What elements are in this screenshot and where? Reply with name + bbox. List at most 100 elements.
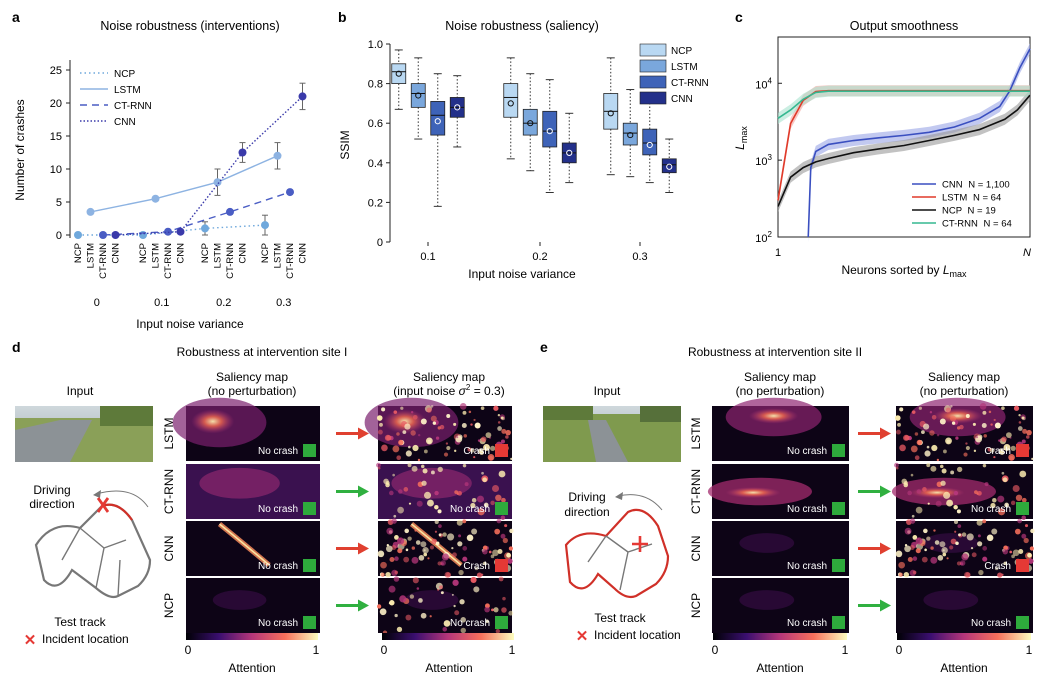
chart-b-box-cnn	[561, 112, 577, 184]
outcome-label: No crash	[971, 504, 1011, 515]
saliency-noise-speck	[1012, 549, 1020, 557]
chart-a-group-label: CNN	[111, 243, 122, 264]
chart-b-legend-label: NCP	[671, 46, 692, 57]
saliency-noise-speck	[430, 470, 435, 475]
chart-b-ytick-label: 1.0	[368, 39, 383, 51]
outcome-label: No crash	[450, 504, 490, 515]
saliency-noise-speck	[942, 549, 945, 552]
outcome-label: No crash	[258, 618, 298, 629]
chart-b-mean	[666, 163, 673, 170]
panel-d-incident-label: Incident location	[42, 632, 129, 646]
saliency-noise-speck	[497, 421, 501, 424]
saliency-noise-speck	[1031, 457, 1034, 461]
saliency-noise-speck	[921, 430, 925, 435]
model-label-cnn: CNN	[689, 536, 703, 562]
chart-c-line-ncp	[777, 94, 1031, 207]
saliency-noise-speck	[931, 444, 938, 452]
saliency-noise-speck	[945, 407, 951, 413]
model-label-lstm: LSTM	[162, 417, 176, 449]
panel-d-input-image	[15, 406, 153, 462]
outcome-badge	[1016, 444, 1029, 457]
saliency-noise-speck	[420, 541, 427, 548]
chart-a-x-categories: 0 0.1 0.2 0.3	[94, 297, 292, 309]
saliency-map-right	[891, 462, 1033, 521]
saliency-map-no-perturbation	[186, 464, 320, 519]
saliency-map-right	[896, 578, 1033, 633]
chart-b-box-body	[622, 122, 638, 146]
saliency-noise-speck	[1015, 494, 1023, 502]
saliency-noise-speck	[462, 410, 467, 415]
saliency-noise-speck	[392, 445, 400, 453]
saliency-noise-speck	[973, 449, 977, 453]
outcome-badge	[303, 559, 316, 572]
saliency-noise-speck	[982, 410, 987, 415]
outcome-label: No crash	[787, 618, 827, 629]
saliency-noise-speck	[405, 548, 409, 552]
chart-a-group-label: LSTM	[213, 243, 224, 268]
saliency-noise-speck	[959, 424, 964, 430]
chart-a-group-label: NCP	[138, 243, 149, 263]
chart-a-group-label: NCP	[73, 243, 84, 263]
saliency-noise-speck	[490, 554, 495, 559]
saliency-noise-speck	[904, 544, 908, 547]
chart-a-point-cnn	[111, 231, 120, 239]
saliency-noise-speck	[460, 627, 466, 634]
panel-d-sal-sub-2-post: = 0.3)	[470, 384, 504, 398]
saliency-noise-speck	[470, 502, 476, 509]
saliency-hotspot	[748, 408, 799, 424]
saliency-streak-core	[410, 523, 462, 566]
saliency-noise-speck	[1019, 470, 1027, 478]
saliency-noise-speck	[497, 549, 503, 555]
saliency-noise-speck	[1001, 471, 1005, 475]
saliency-noise-speck	[950, 405, 953, 408]
chart-c-frame	[777, 36, 1031, 238]
chart-a-line-lstm	[90, 155, 278, 213]
panel-e-cbar1-max: 1	[842, 643, 849, 657]
outcome-label: Crash	[463, 446, 490, 457]
saliency-noise-speck	[456, 435, 459, 439]
chart-a-point-cnn	[176, 227, 185, 236]
chart-b-category: 0.3	[632, 251, 647, 263]
chart-a-line-ct-rnn	[102, 191, 291, 236]
saliency-noise-speck	[1006, 432, 1012, 438]
chart-a-point-lstm	[213, 178, 222, 187]
saliency-noise-speck	[990, 502, 996, 509]
saliency-noise-speck	[500, 533, 506, 539]
chart-c-ylabel-var: L	[733, 143, 747, 150]
panel-e-direction-arrowhead	[615, 492, 623, 500]
saliency-noise-speck	[963, 452, 968, 457]
saliency-map-right	[895, 518, 1035, 578]
chart-b-box-cnn	[661, 138, 677, 193]
saliency-noise-speck	[1026, 429, 1032, 436]
green-arrowhead	[358, 485, 369, 498]
panel-d-letter: d	[12, 339, 21, 355]
panel-e-rows: LSTM No crash Crash CT-RNN No crash No crash C…	[689, 397, 1035, 633]
saliency-noise-speck	[951, 421, 956, 425]
chart-c-legend-label: CT-RNN N = 64	[942, 219, 1012, 230]
chart-b-box-ncp	[503, 57, 519, 160]
saliency-noise-speck	[385, 545, 393, 553]
panel-e-sal-title-1: Saliency map	[744, 370, 816, 384]
chart-c-legend-n: N = 1,100	[968, 180, 1009, 191]
chart-a-plot	[74, 82, 307, 239]
saliency-noise-speck	[993, 456, 996, 459]
saliency-noise-speck	[454, 610, 460, 616]
saliency-noise-speck	[508, 546, 513, 551]
saliency-noise-speck	[445, 442, 449, 445]
chart-b-box-ct-rnn	[642, 98, 658, 184]
saliency-noise-speck	[495, 494, 502, 502]
saliency-noise-speck	[490, 445, 496, 452]
chart-c-legend-label: NCP N = 19	[942, 206, 996, 217]
chart-b-ytick-label: 0.6	[368, 118, 383, 130]
saliency-noise-speck	[997, 495, 1005, 503]
saliency-noise-speck	[904, 545, 911, 553]
saliency-noise-speck	[403, 487, 409, 492]
chart-a-group-label: CT-RNN	[98, 243, 109, 279]
saliency-noise-speck	[990, 423, 993, 426]
chart-a-point-ct-rnn	[226, 207, 234, 216]
saliency-noise-speck	[476, 495, 484, 503]
outcome-label: No crash	[258, 504, 298, 515]
outcome-badge	[495, 502, 508, 515]
panel-d-sal-sub-2: (input noise σ2 = 0.3)	[393, 383, 504, 398]
